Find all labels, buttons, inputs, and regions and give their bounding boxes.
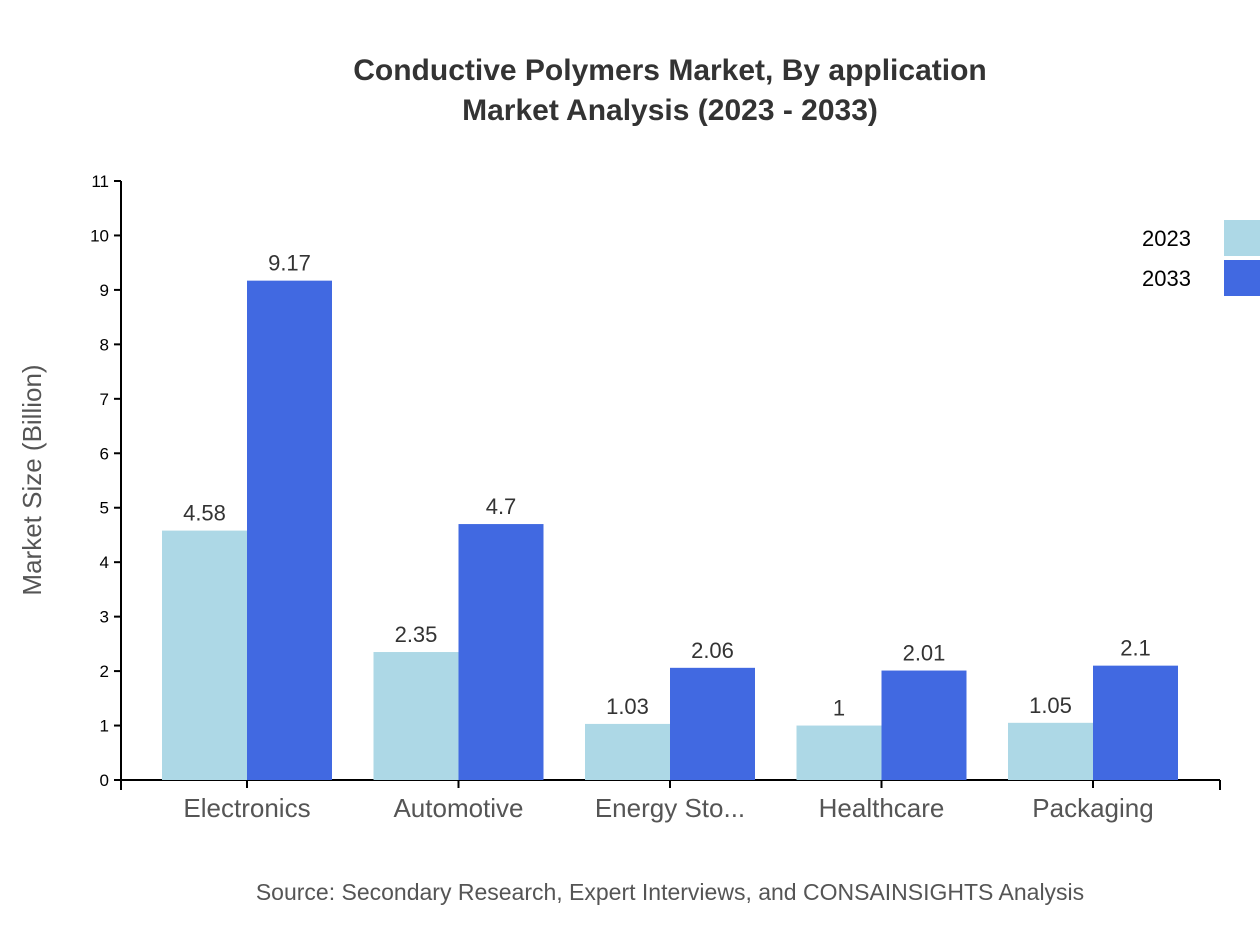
bar-2033 xyxy=(670,667,755,780)
bar-2033 xyxy=(1093,665,1178,780)
y-tick-label: 11 xyxy=(91,172,109,191)
data-label: 2.06 xyxy=(691,638,734,663)
x-tick-label: Automotive xyxy=(393,793,523,823)
data-label: 9.17 xyxy=(268,251,311,276)
y-tick-label: 3 xyxy=(100,608,109,627)
y-axis-label: Market Size (Billion) xyxy=(17,364,47,595)
legend-swatch xyxy=(1224,220,1260,256)
x-tick-label: Healthcare xyxy=(819,793,945,823)
bar-2023 xyxy=(373,652,459,780)
bar-2023 xyxy=(796,725,882,780)
bar-2023 xyxy=(1008,722,1093,780)
y-tick-label: 9 xyxy=(100,281,109,300)
y-tick-label: 10 xyxy=(90,226,109,245)
y-tick-label: 6 xyxy=(100,444,109,463)
y-tick-label: 4 xyxy=(100,553,109,572)
x-tick-label: Energy Sto... xyxy=(595,793,745,823)
data-label: 1.05 xyxy=(1029,693,1072,718)
bar-2023 xyxy=(162,530,247,780)
y-tick-label: 7 xyxy=(100,390,109,409)
y-tick-label: 8 xyxy=(100,335,109,354)
data-label: 1.03 xyxy=(606,694,649,719)
legend-label: 2033 xyxy=(1142,266,1191,291)
y-tick-label: 1 xyxy=(100,717,109,736)
legend-label: 2023 xyxy=(1142,226,1191,251)
y-tick-label: 5 xyxy=(100,499,109,518)
data-label: 2.01 xyxy=(903,641,946,666)
chart-subtitle: Market Analysis (2023 - 2033) xyxy=(462,94,878,127)
legend-swatch xyxy=(1224,260,1260,296)
chart-title: Conductive Polymers Market, By applicati… xyxy=(353,54,987,87)
data-label: 2.1 xyxy=(1120,636,1151,661)
data-label: 4.58 xyxy=(183,501,226,526)
y-tick-label: 0 xyxy=(100,771,109,790)
y-tick-label: 2 xyxy=(100,662,109,681)
bar-2023 xyxy=(585,723,670,780)
x-tick-label: Electronics xyxy=(183,793,310,823)
bar-2033 xyxy=(247,280,332,780)
bar-2033 xyxy=(881,670,967,780)
data-label: 4.7 xyxy=(486,494,517,519)
data-label: 2.35 xyxy=(395,622,438,647)
data-label: 1 xyxy=(833,696,845,721)
x-tick-label: Packaging xyxy=(1032,793,1153,823)
source-note: Source: Secondary Research, Expert Inter… xyxy=(256,879,1084,905)
bar-2033 xyxy=(458,524,544,780)
